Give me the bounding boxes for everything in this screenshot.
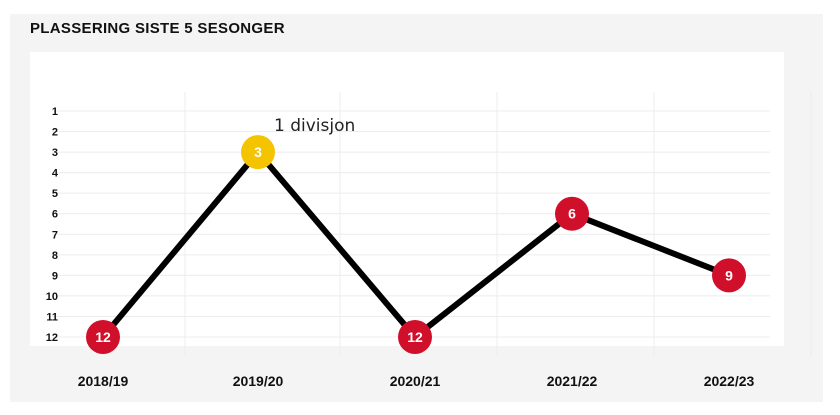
y-tick-label: 10 [46, 291, 58, 303]
data-label: 12 [95, 329, 111, 345]
y-tick-label: 5 [52, 188, 58, 200]
data-point [241, 135, 275, 170]
series-line [100, 147, 731, 342]
grid [52, 92, 812, 356]
x-tick-label: 2018/19 [78, 373, 129, 389]
data-label: 3 [254, 144, 262, 160]
data-point [712, 258, 746, 293]
y-tick-label: 1 [52, 106, 58, 118]
x-tick-label: 2021/22 [547, 373, 598, 389]
annotations: 1 divisjon [274, 116, 355, 136]
y-tick-label: 12 [46, 332, 58, 344]
data-label: 6 [568, 206, 576, 222]
y-tick-label: 7 [52, 229, 58, 241]
plot-area [30, 52, 784, 346]
data-point [86, 320, 120, 354]
chart-title: PLASSERING SISTE 5 SESONGER [30, 20, 285, 37]
data-point [555, 196, 589, 231]
x-tick-label: 2019/20 [233, 373, 284, 389]
y-tick-label: 3 [52, 147, 58, 159]
y-tick-label: 2 [52, 127, 58, 139]
x-axis: 2018/19 2019/20 2020/21 2021/22 2022/23 [78, 373, 755, 389]
data-label: 12 [407, 329, 423, 345]
annotation-label: 1 divisjon [274, 116, 355, 136]
data-point [398, 320, 432, 354]
x-tick-label: 2022/23 [704, 373, 755, 389]
y-tick-label: 11 [46, 311, 58, 323]
y-tick-label: 4 [52, 168, 59, 180]
y-tick-label: 9 [52, 270, 58, 282]
y-tick-label: 8 [52, 250, 58, 262]
series: 12 3 12 6 9 [86, 135, 746, 354]
y-tick-label: 6 [52, 209, 58, 221]
x-tick-label: 2020/21 [390, 373, 441, 389]
data-label: 9 [725, 267, 733, 283]
